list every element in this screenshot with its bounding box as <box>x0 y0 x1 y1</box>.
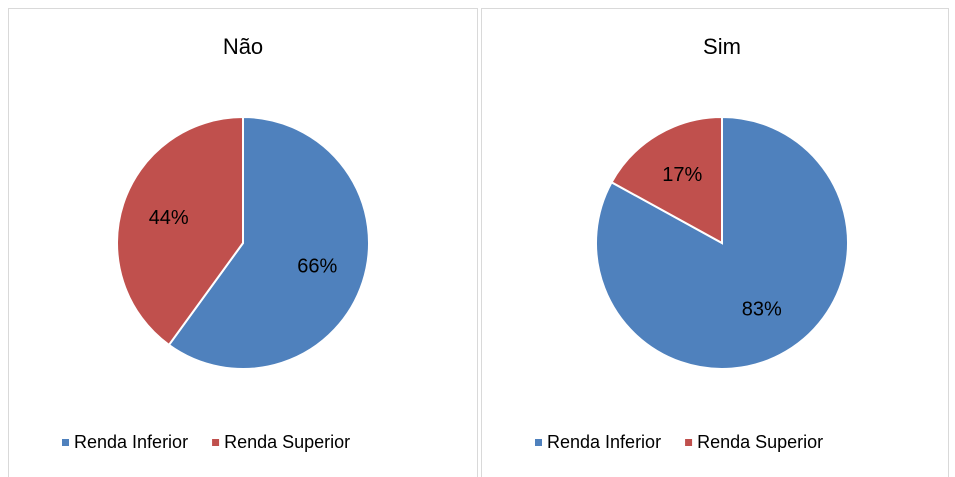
data-label: 83% <box>742 299 782 321</box>
legend-label: Renda Superior <box>224 432 350 452</box>
legend-marker <box>535 439 542 446</box>
legend-marker <box>62 439 69 446</box>
data-label: 17% <box>662 164 702 186</box>
pie-slice <box>167 115 370 370</box>
pie-slice <box>610 115 723 245</box>
legend-label: Renda Inferior <box>74 432 188 452</box>
data-label: 66% <box>297 255 337 277</box>
legend-marker <box>212 439 220 446</box>
data-label: 44% <box>149 207 189 229</box>
panel-frame <box>481 8 949 477</box>
pie-slice <box>116 115 244 347</box>
panel-frame <box>8 8 478 477</box>
chart-title: Não <box>223 34 263 59</box>
chart-title: Sim <box>703 34 741 59</box>
legend-label: Renda Inferior <box>547 432 661 452</box>
legend-label: Renda Superior <box>697 432 823 452</box>
legend-marker <box>685 439 693 446</box>
